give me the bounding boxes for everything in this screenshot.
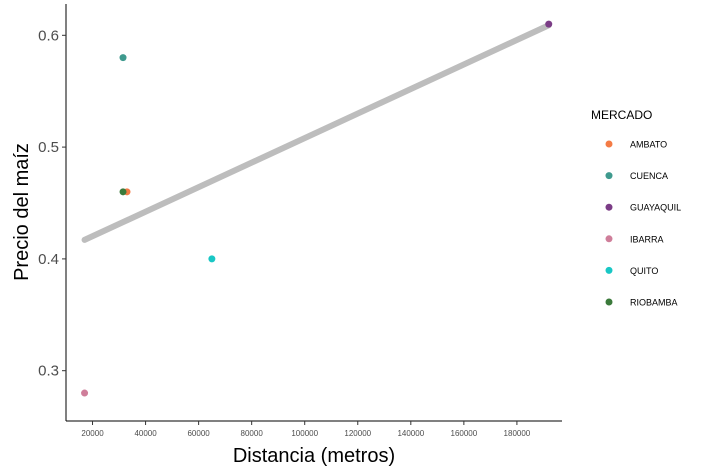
legend-key-guayaquil <box>605 203 613 211</box>
data-point-ibarra <box>81 389 89 397</box>
data-points <box>81 20 553 397</box>
y-tick-label: 0.5 <box>38 139 59 156</box>
x-tick-label: 120000 <box>344 429 371 438</box>
legend-key-ibarra <box>605 235 613 243</box>
x-tick-label: 80000 <box>241 429 264 438</box>
y-tick-label: 0.6 <box>38 27 59 44</box>
legend-label: RIOBAMBA <box>630 298 678 308</box>
legend-key-ambato <box>605 140 613 148</box>
x-tick-label: 140000 <box>397 429 424 438</box>
legend: MERCADO AMBATO CUENCA GUAYAQUIL IBARRA QUITO… <box>591 108 681 308</box>
legend-label: IBARRA <box>630 234 664 244</box>
y-tick-label: 0.4 <box>38 251 59 268</box>
data-point-quito <box>208 255 216 263</box>
trend-line-group <box>81 22 552 243</box>
trend-line <box>81 22 552 243</box>
x-axis-title: Distancia (metros) <box>233 445 395 467</box>
x-tick-label: 100000 <box>291 429 318 438</box>
data-point-riobamba <box>119 188 127 196</box>
legend-label: AMBATO <box>630 140 667 150</box>
x-tick-label: 160000 <box>451 429 478 438</box>
legend-key-quito <box>605 266 613 274</box>
data-point-cuenca <box>119 54 127 62</box>
x-tick-label: 40000 <box>134 429 157 438</box>
x-axis-ticks: 20000 40000 60000 80000 100000 120000 140000 16… <box>81 421 531 438</box>
legend-title: MERCADO <box>591 108 652 122</box>
x-tick-label: 180000 <box>504 429 531 438</box>
x-tick-label: 20000 <box>81 429 104 438</box>
y-axis-ticks: 0.3 0.4 0.5 0.6 <box>38 27 66 380</box>
y-axis-title: Precio del maíz <box>11 143 33 281</box>
plot-area: 20000 40000 60000 80000 100000 120000 140000 16… <box>38 4 562 438</box>
legend-label: CUENCA <box>630 171 668 181</box>
legend-label: QUITO <box>630 266 658 276</box>
legend-key-cuenca <box>605 172 613 180</box>
y-tick-label: 0.3 <box>38 363 59 380</box>
data-point-guayaquil <box>545 20 553 28</box>
legend-key-riobamba <box>605 298 613 306</box>
x-tick-label: 60000 <box>187 429 210 438</box>
legend-label: GUAYAQUIL <box>630 203 681 213</box>
